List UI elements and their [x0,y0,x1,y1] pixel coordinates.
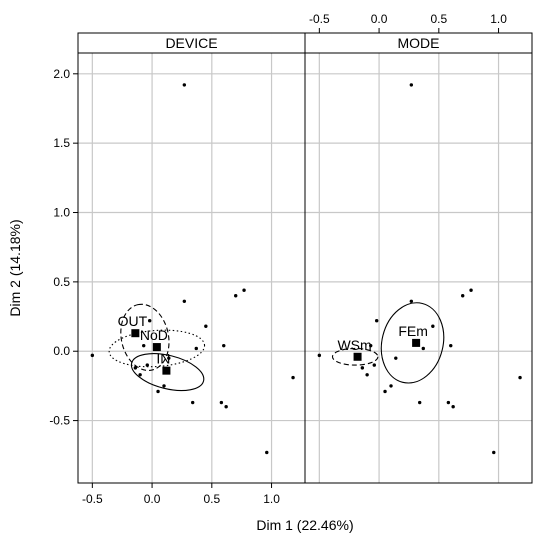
data-point [156,389,160,394]
data-point [449,343,453,348]
y-tick-label: 1.5 [53,136,70,150]
confidence-ellipse-in [130,353,205,392]
data-point [360,366,365,370]
strip-label: MODE [398,35,440,51]
data-point [242,288,246,292]
data-point [194,346,198,351]
x-tick-label: 0.0 [371,12,388,26]
data-point [147,319,152,323]
data-point [461,294,465,298]
confidence-ellipse-out [120,303,170,371]
y-tick-label: 0.0 [53,344,70,358]
x-tick-label: -0.5 [82,492,103,506]
data-point [219,400,224,405]
data-point [204,324,208,328]
x-tick-label: 1.0 [263,492,280,506]
category-marker [412,338,421,347]
data-point [365,373,369,377]
category-marker [152,343,161,352]
category-marker [162,366,171,375]
data-point [222,343,226,348]
data-point [234,294,238,298]
x-tick-label: 0.5 [430,12,447,26]
data-point [431,324,435,328]
data-point [162,384,166,388]
data-point [190,400,195,405]
data-point [372,363,376,367]
y-axis-title: Dim 2 (14.18%) [7,219,23,316]
strip-label: DEVICE [165,35,217,51]
category-label: IN [156,351,170,367]
data-point [182,299,187,303]
data-point [389,384,393,388]
data-point [409,299,414,303]
x-axis-title: Dim 1 (22.46%) [256,517,353,533]
y-tick-label: 2.0 [53,67,70,81]
data-point [383,389,387,394]
x-tick-label: 1.0 [490,12,507,26]
data-point [291,375,295,380]
data-point [369,343,373,348]
y-tick-label: 1.0 [53,206,70,220]
data-point [167,356,171,360]
data-point [138,373,142,377]
panel-mode: MODE WSm FEm [304,32,533,484]
category-label: WSm [337,337,371,353]
x-tick-label: 0.0 [144,492,161,506]
data-point [409,83,414,87]
confidence-ellipse-fem [380,302,445,384]
category-marker [353,352,362,361]
confidence-ellipse-nod [108,329,206,368]
data-point [417,400,422,405]
data-point [446,400,451,405]
data-point [133,366,138,370]
data-point [451,405,455,409]
category-marker [131,329,140,338]
data-point [374,319,379,323]
panel-frame [304,52,533,484]
data-point [182,83,187,87]
x-tick-label: -0.5 [309,12,330,26]
data-point [317,353,322,358]
category-label: NoD [140,327,168,343]
data-point [142,343,146,348]
confidence-ellipse-wsm [331,347,379,366]
category-label: OUT [118,313,148,329]
data-point [394,356,398,360]
data-point [469,288,473,292]
y-tick-label: -0.5 [49,414,70,428]
data-point [265,450,269,455]
data-point [492,450,496,455]
data-point [518,375,522,380]
category-label: FEm [398,323,428,339]
data-point [421,346,425,351]
data-point [224,405,228,409]
x-tick-label: 0.5 [203,492,220,506]
y-tick-label: 0.5 [53,275,70,289]
data-point [145,363,149,367]
data-point [90,353,95,358]
